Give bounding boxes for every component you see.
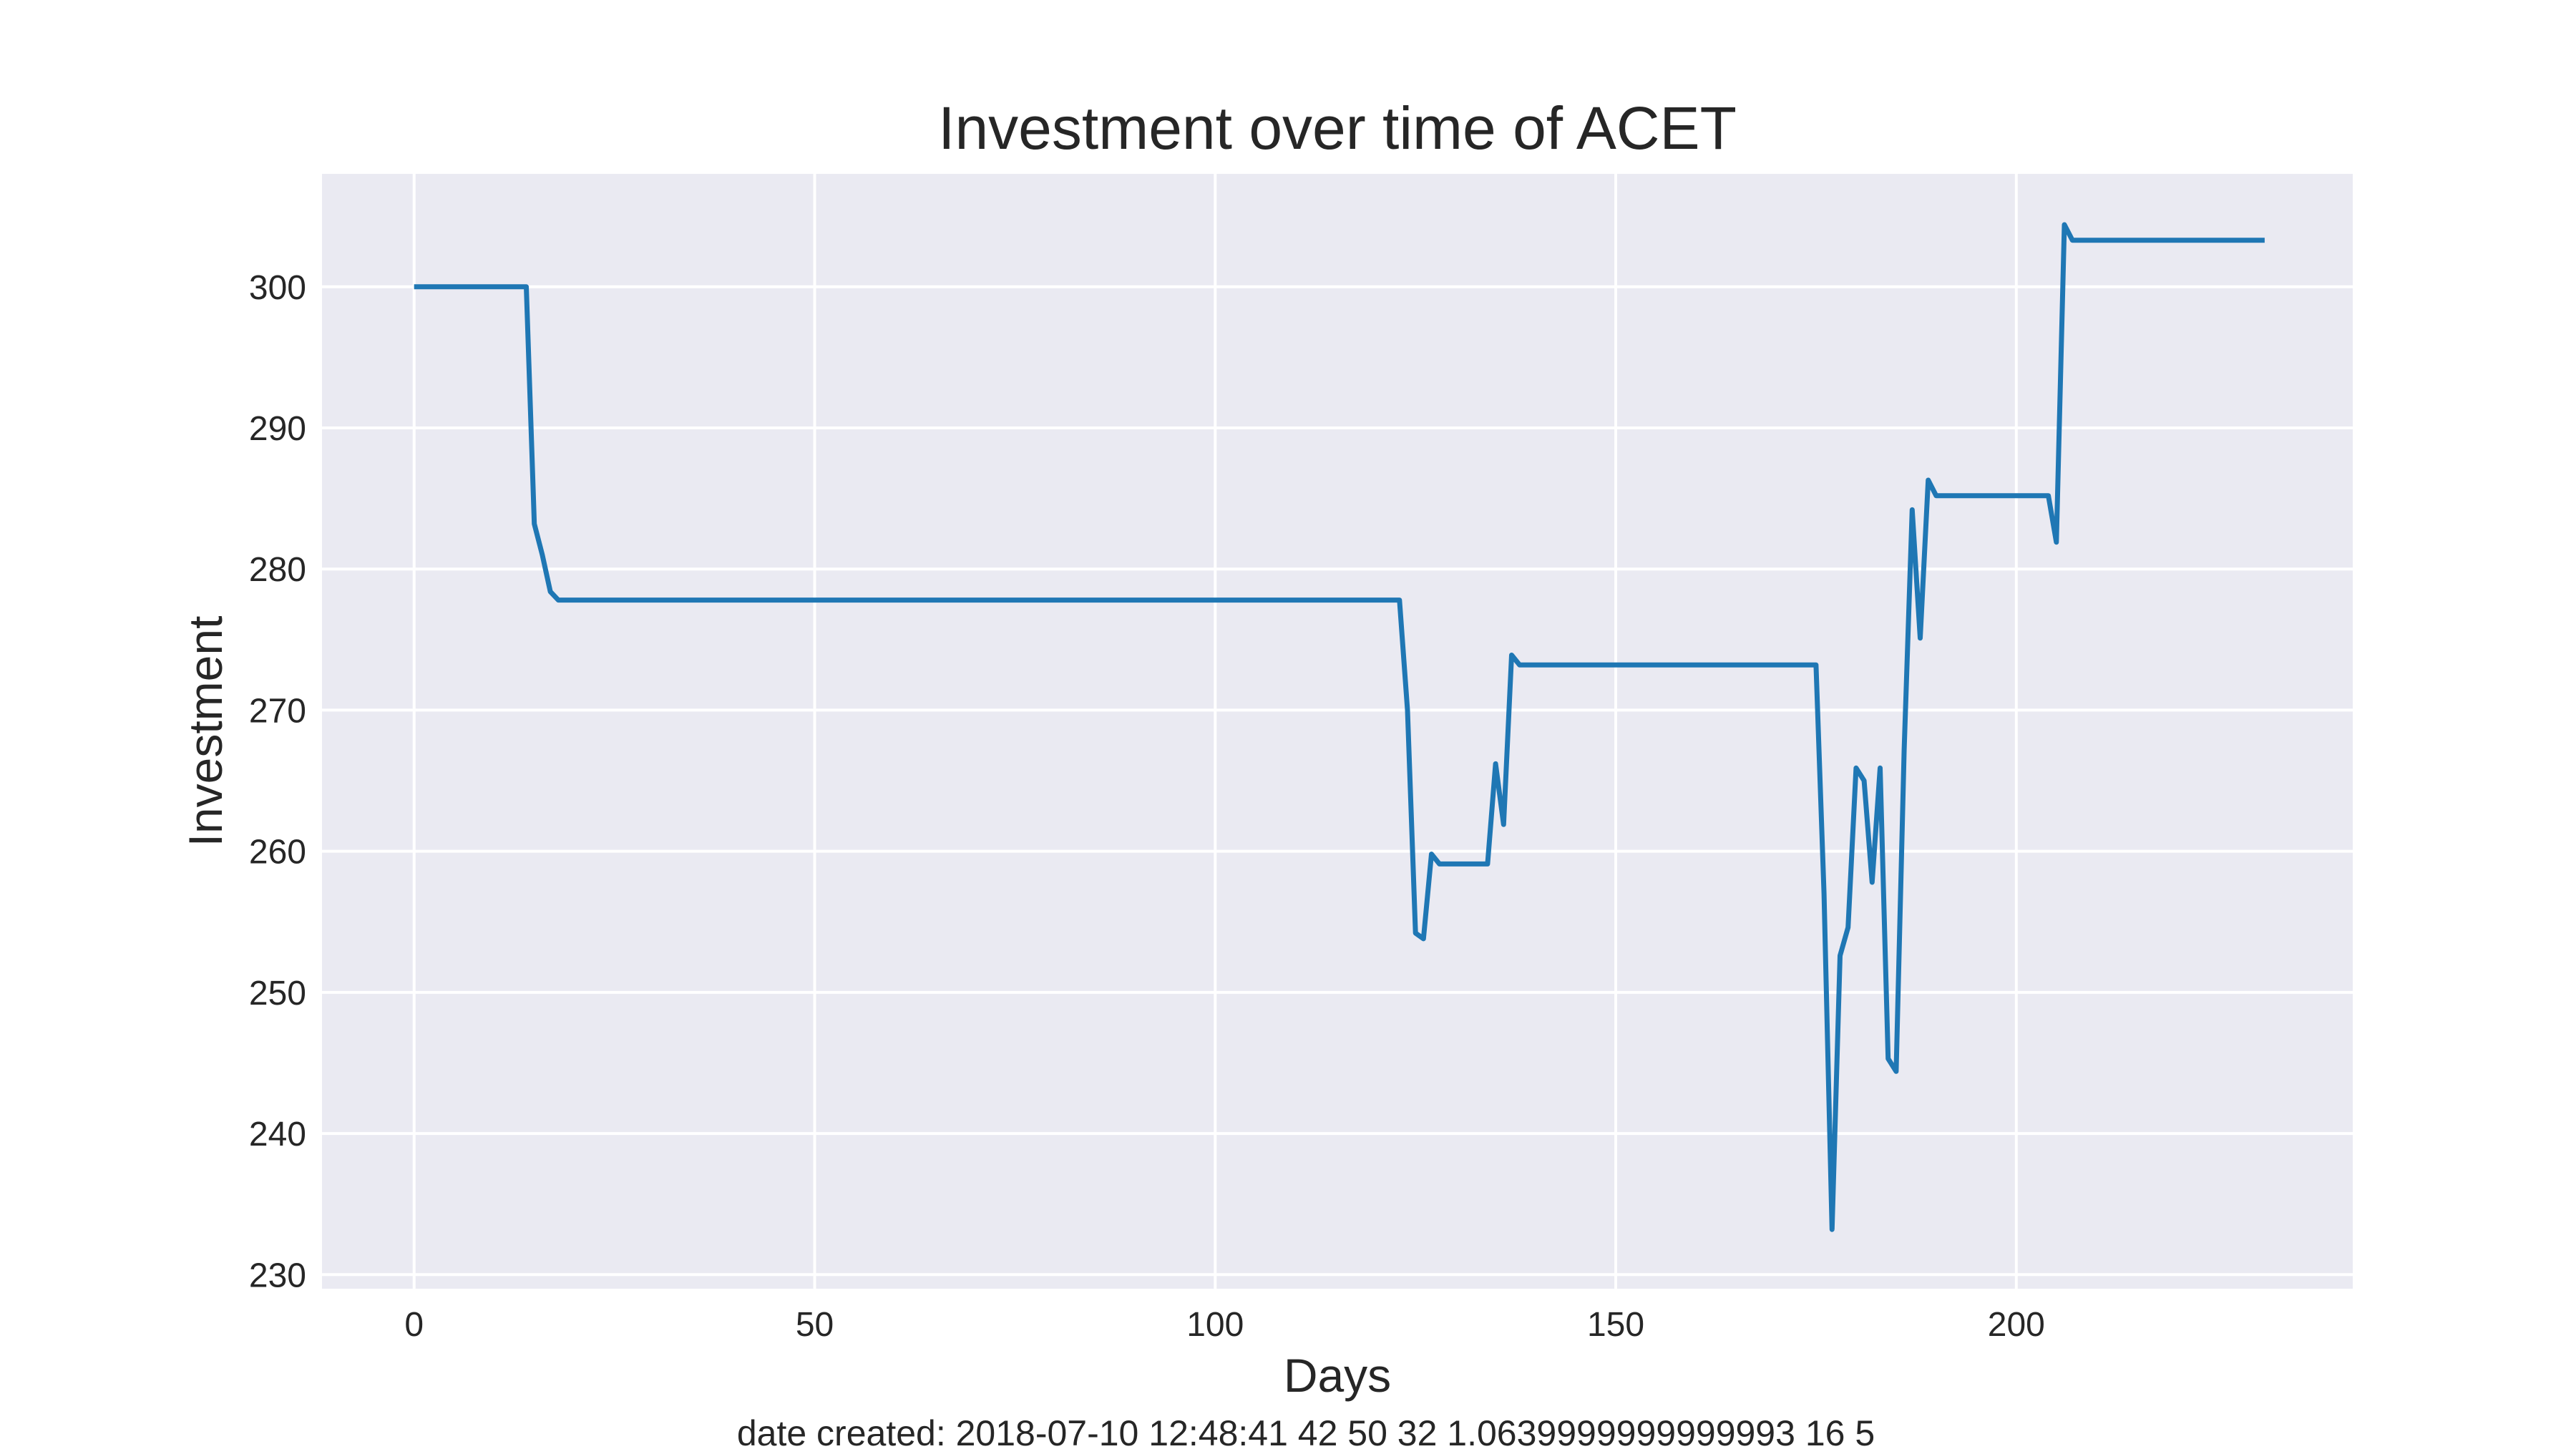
y-tick-label: 300 [249, 269, 306, 307]
x-tick-label: 150 [1587, 1306, 1644, 1344]
y-tick-label: 230 [249, 1257, 306, 1294]
chart-title: Investment over time of ACET [938, 94, 1737, 162]
x-tick-label: 50 [796, 1306, 834, 1344]
x-tick-labels: 0 50 100 150 200 [404, 1306, 2044, 1344]
x-tick-label: 200 [1988, 1306, 2045, 1344]
footer-date-created: date created: 2018-07-10 12:48:41 42 50 … [737, 1413, 1875, 1449]
y-tick-label: 280 [249, 551, 306, 589]
y-tick-label: 260 [249, 834, 306, 872]
x-tick-label: 0 [404, 1306, 424, 1344]
y-tick-label: 240 [249, 1116, 306, 1153]
y-axis-label: Investment [179, 616, 232, 847]
x-tick-label: 100 [1186, 1306, 1244, 1344]
y-tick-labels: 230 240 250 260 270 280 290 300 [249, 269, 306, 1295]
y-tick-label: 270 [249, 692, 306, 730]
x-gridlines [412, 174, 2018, 1289]
plot-area [322, 174, 2353, 1289]
y-tick-label: 290 [249, 410, 306, 448]
investment-series-line [414, 222, 2265, 1232]
x-axis-label: Days [1284, 1349, 1391, 1402]
y-gridlines [322, 285, 2353, 1277]
series-layer [414, 222, 2265, 1232]
y-tick-label: 250 [249, 975, 306, 1013]
